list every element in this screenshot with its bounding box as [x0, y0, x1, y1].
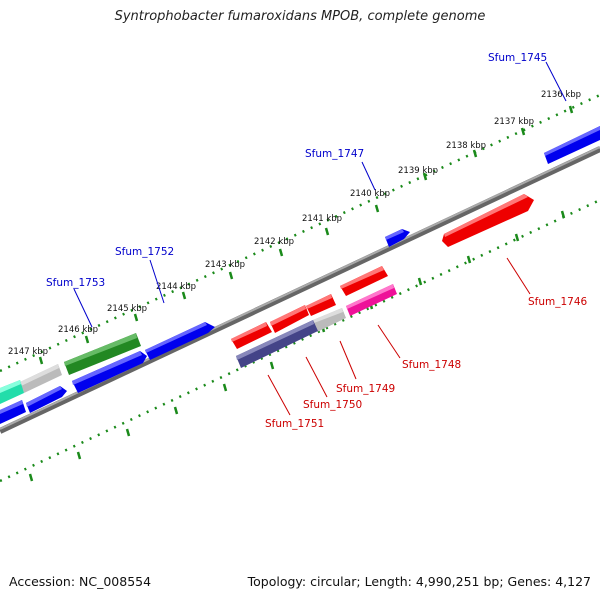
label-sfum-1751[interactable]: Sfum_1751: [265, 418, 324, 430]
ruler-tick: [568, 105, 574, 114]
gene-sfum-1752[interactable]: [145, 322, 215, 360]
ruler-tick: [181, 291, 187, 300]
tick-label: 2137 kbp: [494, 117, 534, 127]
tick-label: 2141 kbp: [302, 214, 342, 224]
tick-label: 2146 kbp: [58, 325, 98, 335]
gene-unlabeled[interactable]: [72, 351, 147, 393]
ruler-tick: [222, 383, 228, 392]
gene-sfum-1751[interactable]: [231, 320, 318, 368]
tick-label: 2142 kbp: [254, 237, 294, 247]
leader-sfum-1745: [545, 61, 567, 102]
ruler-tick: [514, 233, 520, 242]
ruler-tick: [38, 356, 44, 365]
forward-ruler-track: [0, 93, 600, 373]
ruler-tick: [133, 313, 139, 322]
genome-summary-text: Topology: circular; Length: 4,990,251 bp…: [247, 574, 591, 589]
label-sfum-1752[interactable]: Sfum_1752: [115, 246, 174, 258]
ruler-tick-labels: 2136 kbp 2137 kbp 2138 kbp 2139 kbp 2140…: [8, 90, 581, 357]
leader-sfum-1749: [339, 340, 357, 380]
ruler-tick: [173, 406, 179, 415]
reverse-ruler-track: [0, 198, 600, 483]
ruler-tick: [228, 271, 234, 280]
ruler-tick: [520, 127, 526, 136]
ruler-tick: [76, 451, 82, 460]
gene-sfum-1746[interactable]: [442, 194, 534, 247]
ruler-tick: [560, 210, 566, 219]
gene-unlabeled[interactable]: [0, 380, 24, 404]
ruler-tick: [84, 335, 90, 344]
gene-sfum-1747[interactable]: [385, 229, 410, 247]
label-sfum-1749[interactable]: Sfum_1749: [336, 383, 395, 395]
gene-label-leaders: [73, 61, 567, 416]
genome-title: Syntrophobacter fumaroxidans MPOB, compl…: [114, 9, 486, 24]
gene-unlabeled[interactable]: [0, 400, 26, 424]
ruler-tick: [417, 277, 423, 286]
leader-sfum-1752: [149, 259, 165, 304]
gene-sfum-1750[interactable]: [270, 305, 309, 333]
tick-label: 2145 kbp: [107, 304, 147, 314]
gene-sfum-1745[interactable]: [544, 126, 600, 164]
forward-major-ticks: [38, 105, 574, 365]
tick-label: 2147 kbp: [8, 347, 48, 357]
leader-sfum-1750: [305, 356, 328, 398]
gene-labels: Sfum_1745 Sfum_1747 Sfum_1752 Sfum_1753 …: [46, 52, 588, 430]
genome-backbone: [0, 146, 600, 434]
leader-sfum-1751: [267, 374, 291, 416]
tick-label: 2138 kbp: [446, 141, 486, 151]
leader-sfum-1753: [73, 288, 93, 328]
label-sfum-1753[interactable]: Sfum_1753: [46, 277, 105, 289]
tick-label: 2136 kbp: [541, 90, 581, 100]
ruler-tick: [125, 428, 131, 437]
label-sfum-1748[interactable]: Sfum_1748: [402, 359, 461, 371]
accession-text: Accession: NC_008554: [9, 574, 152, 589]
ruler-tick: [324, 227, 330, 236]
tick-label: 2143 kbp: [205, 260, 245, 270]
tick-label: 2139 kbp: [398, 166, 438, 176]
ruler-tick: [269, 361, 275, 370]
gene-unlabeled[interactable]: [26, 386, 67, 413]
label-sfum-1746[interactable]: Sfum_1746: [528, 296, 588, 308]
ruler-tick: [466, 255, 472, 264]
ruler-tick: [422, 172, 428, 181]
ruler-tick: [472, 149, 478, 158]
ruler-tick: [28, 473, 34, 482]
label-sfum-1750[interactable]: Sfum_1750: [303, 399, 362, 411]
leader-sfum-1746: [506, 257, 531, 295]
ruler-tick: [374, 204, 380, 213]
tick-label: 2140 kbp: [350, 189, 390, 199]
label-sfum-1747[interactable]: Sfum_1747: [305, 148, 364, 160]
gene-unlabeled[interactable]: [20, 364, 62, 393]
leader-sfum-1748: [377, 324, 401, 359]
label-sfum-1745[interactable]: Sfum_1745: [488, 52, 547, 64]
ruler-tick: [278, 248, 284, 257]
gene-sfum-1749[interactable]: [306, 294, 346, 332]
gene-sfum-1753[interactable]: [64, 333, 141, 375]
gene-sfum-1748[interactable]: [340, 266, 397, 316]
tick-label: 2144 kbp: [156, 282, 196, 292]
leader-sfum-1747: [361, 161, 376, 191]
